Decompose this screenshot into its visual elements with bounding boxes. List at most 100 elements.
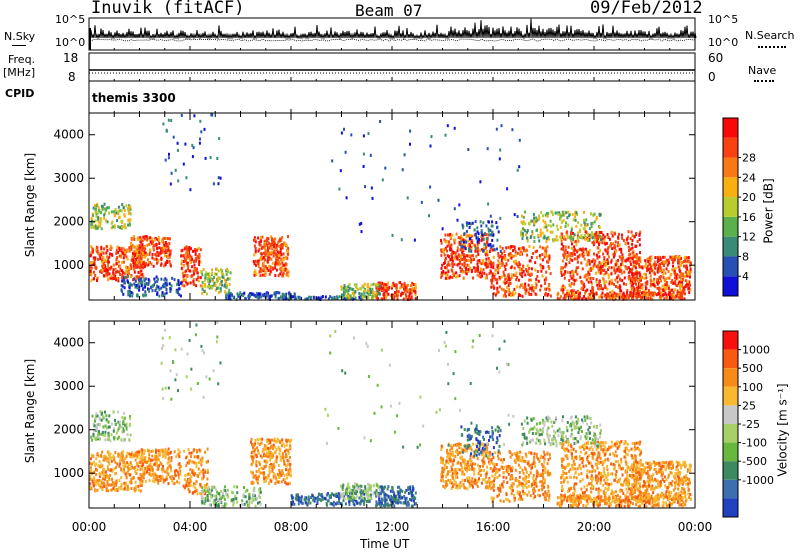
cpid-label: CPID <box>5 87 35 100</box>
velocity-echo-4-cell <box>257 451 260 455</box>
power-echo-9-cell <box>378 292 380 296</box>
power-echo-11-cell <box>513 245 516 249</box>
power-echo-7-cell <box>294 295 297 299</box>
velocity-echo-0-cell <box>93 477 96 481</box>
power-echo-1-cell <box>143 250 146 254</box>
power-echo-13-cell <box>684 292 686 296</box>
power-echo-16-cell <box>487 243 490 247</box>
power-echo-5-cell <box>270 257 273 261</box>
power-echo-9-cell <box>362 289 365 293</box>
power-echo-10-cell <box>472 266 475 270</box>
power-echo-14-cell <box>547 212 550 216</box>
power-echo-12-cell <box>587 273 589 277</box>
power-echo-3-cell <box>182 274 185 278</box>
power-echo-2-cell <box>93 226 96 230</box>
power-echo-11-cell <box>543 287 546 291</box>
power-echo-2-cell <box>92 225 95 229</box>
power-echo-16-cell <box>465 221 468 225</box>
power-echo-13-cell <box>644 289 647 293</box>
power-echo-0-cell <box>127 269 129 273</box>
velocity-echo-4-cell <box>258 443 261 446</box>
power-echo-11-cell <box>546 245 549 249</box>
power-echo-2-cell <box>113 213 116 217</box>
power-echo-1-cell <box>156 247 159 250</box>
velocity-echo-4-cell <box>276 437 279 441</box>
power-echo-11-cell <box>514 274 517 278</box>
power-echo-12-cell <box>614 285 617 288</box>
power-echo-6-cell <box>270 294 273 298</box>
power-echo-8-cell <box>409 288 412 292</box>
velocity-echo-0-cell <box>92 460 95 464</box>
velocity-echo-1-cell <box>161 474 164 478</box>
power-echo-18-cell <box>362 165 365 168</box>
power-echo-12-cell <box>619 285 622 289</box>
velocity-echo-5-cell <box>204 496 207 500</box>
power-echo-0-cell <box>138 254 140 258</box>
power-echo-1-cell <box>138 237 141 241</box>
power-echo-10-cell <box>456 263 459 267</box>
power-echo-12-cell <box>592 264 595 268</box>
power-echo-19-cell <box>180 113 183 117</box>
power-echo-1-cell <box>130 242 133 246</box>
power-echo-17-cell <box>120 288 123 292</box>
power-echo-12-cell <box>598 243 600 246</box>
velocity-echo-2-cell <box>122 421 124 425</box>
power-echo-1-cell <box>156 250 159 254</box>
velocity-echo-5-cell <box>224 485 226 489</box>
power-echo-1-cell <box>133 249 136 253</box>
power-echo-10-cell <box>446 244 449 248</box>
power-echo-12-cell <box>605 280 608 284</box>
velocity-echo-2-cell <box>98 416 101 420</box>
power-echo-3-cell <box>186 263 189 267</box>
power-echo-12-cell <box>598 255 601 259</box>
power-echo-1-cell <box>136 254 138 258</box>
power-echo-0-cell <box>123 249 126 252</box>
velocity-echo-4-cell <box>280 444 283 448</box>
power-echo-13-cell <box>639 285 642 289</box>
power-echo-12-cell <box>606 234 609 238</box>
power-echo-5-cell <box>285 273 288 277</box>
power-echo-10-cell <box>444 246 447 250</box>
power-echo-3-cell <box>198 254 201 258</box>
velocity-echo-4-cell <box>263 448 266 452</box>
power-echo-0-cell <box>98 254 101 258</box>
power-echo-13-cell <box>662 263 665 267</box>
power-echo-2-cell <box>110 226 113 230</box>
power-echo-12-cell <box>582 250 585 254</box>
velocity-echo-3-cell <box>200 470 203 474</box>
power-echo-11-cell <box>524 282 527 286</box>
power-echo-14-cell <box>546 214 549 218</box>
power-echo-14-cell <box>562 219 565 223</box>
power-echo-14-cell <box>533 216 536 220</box>
velocity-echo-0-cell <box>97 481 99 485</box>
power-echo-3-cell <box>180 266 183 270</box>
power-echo-7-cell <box>359 297 362 301</box>
power-echo-8-cell <box>408 294 411 298</box>
power-echo-15-cell <box>575 291 577 295</box>
power-echo-12-cell <box>621 257 624 261</box>
power-echo-12-cell <box>627 253 630 257</box>
velocity-echo-5-cell <box>218 492 221 496</box>
velocity-echo-1-cell <box>148 468 151 471</box>
power-echo-4-cell <box>211 277 214 281</box>
power-echo-12-cell <box>564 262 567 266</box>
power-echo-14-cell <box>536 218 539 222</box>
power-echo-14-cell <box>531 230 534 234</box>
power-echo-17-cell <box>124 275 126 279</box>
velocity-echo-0-cell <box>134 480 137 484</box>
velocity-echo-3-cell <box>194 455 197 459</box>
velocity-echo-2-cell <box>94 417 97 421</box>
power-echo-12-cell <box>617 241 620 245</box>
power-echo-1-cell <box>149 248 151 252</box>
power-echo-13-cell <box>672 261 674 264</box>
power-echo-14-cell <box>522 215 525 219</box>
power-echo-14-cell <box>535 220 537 224</box>
nsearch-dotted-key <box>758 46 786 48</box>
velocity-echo-0-cell <box>96 488 99 492</box>
power-echo-11-cell <box>548 254 551 258</box>
power-echo-11-cell <box>513 266 516 270</box>
velocity-echo-0-cell <box>111 483 114 487</box>
power-echo-17-cell <box>177 281 180 285</box>
power-echo-15-cell <box>625 293 628 297</box>
power-echo-17-cell <box>129 282 132 286</box>
